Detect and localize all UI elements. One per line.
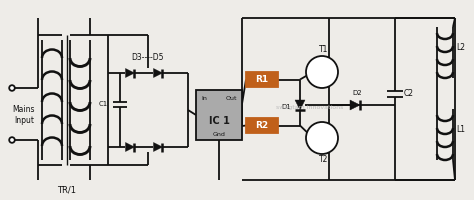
Text: swagtam innovations: swagtam innovations <box>276 106 344 110</box>
Text: Gnd: Gnd <box>212 132 226 136</box>
Text: IC 1: IC 1 <box>209 116 229 126</box>
Bar <box>196 90 242 140</box>
Circle shape <box>9 137 15 143</box>
Circle shape <box>9 85 15 91</box>
Text: T2: T2 <box>319 156 328 164</box>
Text: In: In <box>201 96 207 100</box>
Polygon shape <box>154 68 163 77</box>
Text: L2: L2 <box>456 44 465 52</box>
Text: Mains
Input: Mains Input <box>13 105 35 125</box>
Text: R1: R1 <box>255 75 269 84</box>
Text: TR/1: TR/1 <box>57 186 76 194</box>
Text: T1: T1 <box>319 46 328 54</box>
Text: D3----D5: D3----D5 <box>132 53 164 62</box>
Polygon shape <box>350 100 360 110</box>
Polygon shape <box>154 142 163 152</box>
Text: D2: D2 <box>352 90 362 96</box>
Polygon shape <box>126 142 135 152</box>
Text: R2: R2 <box>255 121 269 130</box>
Text: L1: L1 <box>456 126 465 134</box>
Circle shape <box>306 56 338 88</box>
Polygon shape <box>126 68 135 77</box>
Circle shape <box>306 122 338 154</box>
Text: Out: Out <box>226 96 237 100</box>
Text: C2: C2 <box>404 90 414 98</box>
Polygon shape <box>295 100 305 110</box>
Bar <box>246 72 278 87</box>
Text: D1: D1 <box>281 104 291 110</box>
Text: C1: C1 <box>99 101 108 107</box>
Bar <box>246 118 278 133</box>
